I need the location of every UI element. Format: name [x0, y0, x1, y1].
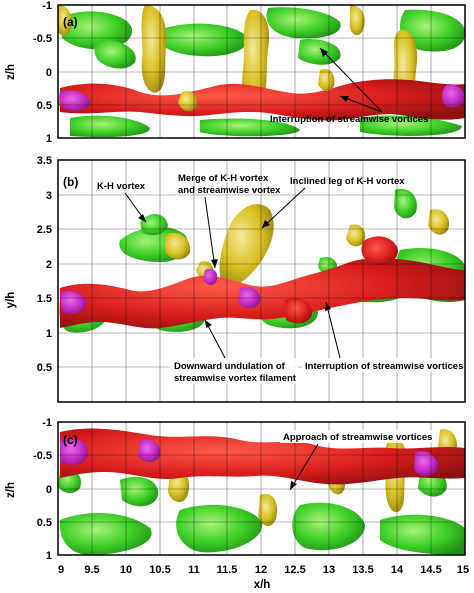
- panel-c-ytick: -0.5: [33, 450, 52, 462]
- panel-b-annotation-inclined: Inclined leg of K-H vortex: [261, 176, 405, 229]
- panel-a-ytick: -0.5: [33, 33, 52, 45]
- panel-a: -1 -0.5 0 0.5 1 z/h (a) Interruption of …: [5, 0, 466, 145]
- annotation-text: Interruption of streamwise vortices: [270, 114, 428, 125]
- annotation-text: and streamwise vortex: [178, 185, 281, 196]
- panel-b-ytick: 2: [46, 259, 52, 271]
- panel-c-yticks: -1 -0.5 0 0.5 1: [33, 417, 52, 562]
- annotation-text: Interruption of streamwise vortices: [305, 361, 463, 372]
- panel-b-label: (b): [63, 175, 78, 189]
- x-ticks: 9 9.5 10 10.5 11 11.5 12 12.5 13 13.5 14…: [58, 564, 469, 576]
- x-tick: 14.5: [420, 564, 441, 576]
- panel-a-ytick: 0: [46, 67, 52, 79]
- x-tick: 11.5: [217, 564, 238, 576]
- x-tick: 15: [457, 564, 469, 576]
- panel-b-ytick: 1: [46, 328, 52, 340]
- panel-a-ylabel: z/h: [5, 64, 17, 80]
- panel-b-ytick: 2.5: [37, 224, 52, 236]
- x-tick: 9.5: [84, 564, 99, 576]
- panel-b-annotation-merge: Merge of K-H vortex and streamwise vorte…: [178, 173, 281, 269]
- x-tick: 13.5: [352, 564, 373, 576]
- panel-b: 3.5 3 2.5 2 1.5 1 0.5 y/h (b) K-H vortex…: [5, 155, 466, 403]
- panel-b-isosurfaces: [59, 188, 465, 333]
- panel-a-frame: [57, 4, 466, 139]
- panel-c-label: (c): [63, 433, 78, 447]
- panel-b-annotation-kh: K-H vortex: [97, 181, 147, 223]
- panel-b-ytick: 3.5: [37, 155, 52, 167]
- panel-b-ytick: 0.5: [37, 362, 52, 374]
- x-axis-label: x/h: [254, 579, 271, 591]
- x-tick: 9: [58, 564, 64, 576]
- annotation-text: Downward undulation of: [174, 361, 286, 372]
- panel-c-isosurfaces: [58, 428, 465, 555]
- panel-a-yticks: -1 -0.5 0 0.5 1: [33, 0, 52, 145]
- x-tick: 11: [188, 564, 200, 576]
- panel-b-ytick: 3: [46, 190, 52, 202]
- annotation-text: Merge of K-H vortex: [178, 173, 269, 184]
- panel-c-frame: [57, 421, 466, 556]
- x-tick: 10.5: [149, 564, 170, 576]
- panel-b-annotation-interruption: Interruption of streamwise vortices: [302, 301, 463, 372]
- panel-a-annotation: Interruption of streamwise vortices: [270, 47, 428, 125]
- panel-b-frame: [57, 159, 466, 403]
- panel-a-ytick: 0.5: [37, 100, 52, 112]
- x-tick: 10: [120, 564, 132, 576]
- panel-c-ytick: -1: [42, 417, 52, 429]
- x-tick: 13: [323, 564, 335, 576]
- panel-c-grid: [58, 422, 465, 555]
- x-tick: 12.5: [284, 564, 305, 576]
- panel-c-annotation: Approach of streamwise vortices: [280, 430, 432, 491]
- panel-a-grid: [58, 5, 465, 138]
- panel-b-ylabel: y/h: [5, 292, 17, 309]
- annotation-text: Inclined leg of K-H vortex: [290, 176, 405, 187]
- panel-c-ytick: 0: [46, 484, 52, 496]
- panel-a-ytick: -1: [42, 0, 52, 12]
- panel-c-ytick: 1: [46, 550, 52, 562]
- panel-b-ytick: 1.5: [37, 293, 52, 305]
- panel-c: -1 -0.5 0 0.5 1 z/h (c) Approach of stre…: [5, 417, 469, 591]
- annotation-text: Approach of streamwise vortices: [283, 432, 432, 443]
- panel-c-ylabel: z/h: [5, 482, 17, 498]
- panel-c-ytick: 0.5: [37, 517, 52, 529]
- panel-b-yticks: 3.5 3 2.5 2 1.5 1 0.5: [37, 155, 52, 374]
- annotation-text: streamwise vortex filament: [174, 373, 297, 384]
- panel-b-annotation-downward: Downward undulation of streamwise vortex…: [170, 319, 298, 384]
- panel-a-ytick: 1: [46, 133, 52, 145]
- x-tick: 14: [391, 564, 404, 576]
- panel-a-label: (a): [63, 15, 78, 29]
- annotation-text: K-H vortex: [97, 181, 146, 192]
- x-tick: 12: [255, 564, 267, 576]
